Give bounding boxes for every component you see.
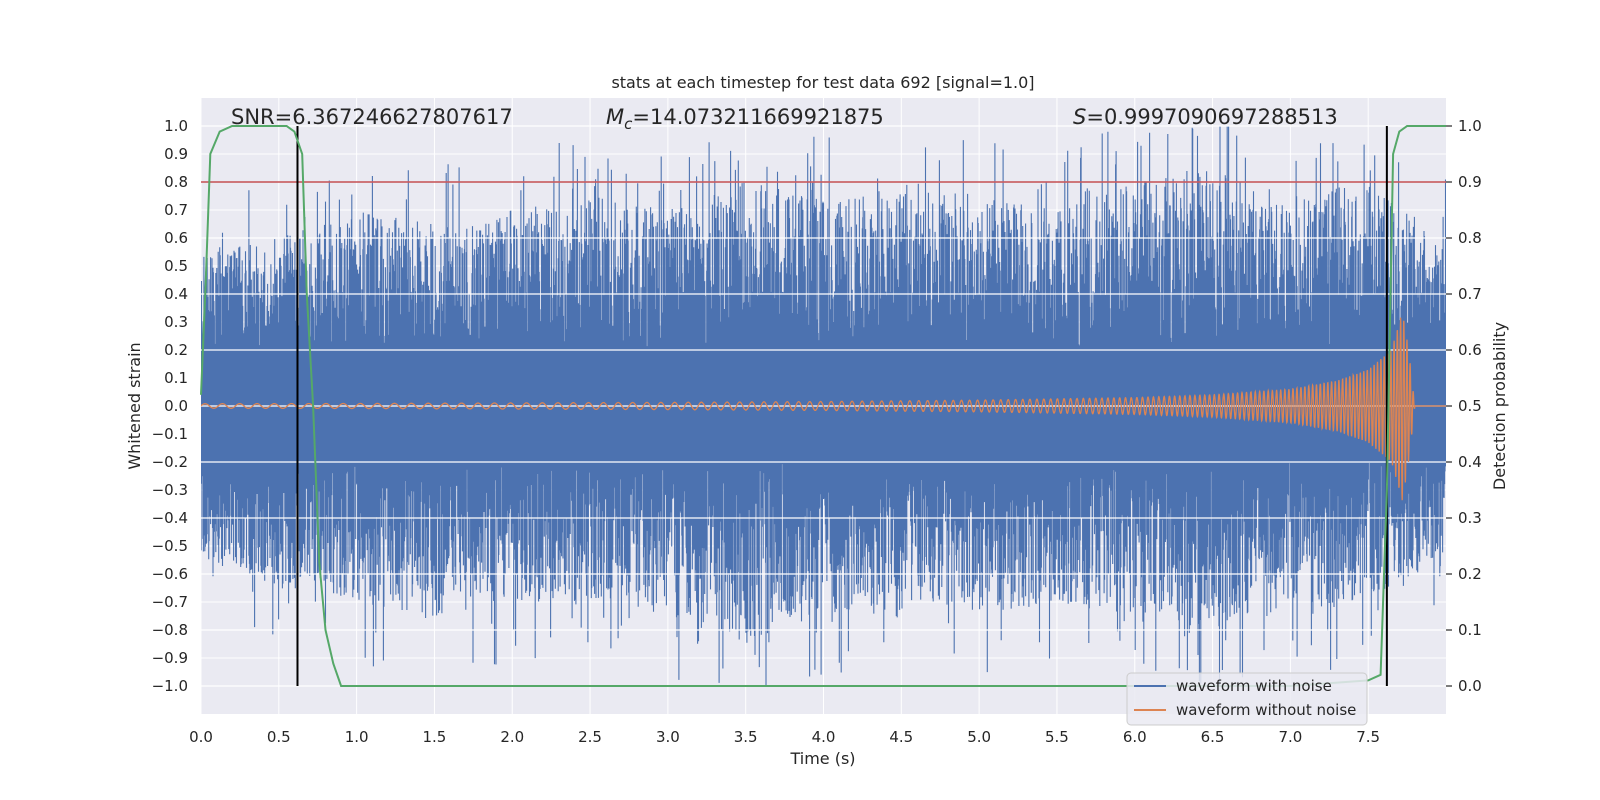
x-tick-label: 0.5 [267, 728, 291, 746]
x-tick-label: 5.0 [967, 728, 991, 746]
y-tick-label: 0.0 [164, 397, 188, 415]
legend-label-clean: waveform without noise [1176, 701, 1356, 719]
right-y-tick-label: 0.2 [1458, 565, 1482, 583]
y-tick-label: 0.4 [164, 285, 188, 303]
x-tick-label: 6.5 [1201, 728, 1225, 746]
score-symbol: S [1073, 105, 1086, 129]
y-tick-label: 0.6 [164, 229, 188, 247]
y-tick-label: 0.8 [164, 173, 188, 191]
right-y-tick-label: 0.7 [1458, 285, 1482, 303]
x-axis-label: Time (s) [789, 749, 855, 768]
x-tick-label: 7.0 [1278, 728, 1302, 746]
x-tick-label: 1.5 [423, 728, 447, 746]
y-tick-label: 1.0 [164, 117, 188, 135]
chirp-mass-symbol: M [606, 105, 624, 129]
y-tick-label: −0.6 [152, 565, 188, 583]
y-tick-labels: 1.0 0.9 0.8 0.7 0.6 0.5 0.4 0.3 0.2 0.1 0.0 −0.1 −0.… [152, 117, 188, 695]
x-tick-labels: 0.0 0.5 1.0 1.5 2.0 2.5 3.0 3.5 4.0 4.5 5.0 5.5 6.0 6… [189, 728, 1380, 746]
vertical-markers [296, 126, 1388, 686]
y-tick-label: −0.1 [152, 425, 188, 443]
waveform-without-noise-series [201, 317, 1446, 501]
y-tick-label: 0.7 [164, 201, 188, 219]
chirp-mass-annotation: Mc=14.073211669921875 [606, 105, 884, 133]
x-tick-label: 6.0 [1123, 728, 1147, 746]
y-tick-label: −0.2 [152, 453, 188, 471]
y-tick-label: 0.9 [164, 145, 188, 163]
x-tick-label: 4.0 [812, 728, 836, 746]
y-tick-label: −0.3 [152, 481, 188, 499]
y-tick-label: 0.5 [164, 257, 188, 275]
detection-probability-line [200, 125, 1446, 687]
snr-annotation: SNR=6.367246627807617 [231, 105, 513, 129]
right-y-tick-label: 1.0 [1458, 117, 1482, 135]
y-tick-label: 0.2 [164, 341, 188, 359]
x-tick-label: 2.5 [578, 728, 602, 746]
legend-box [1126, 672, 1368, 726]
right-y-tick-labels: 1.0 0.9 0.8 0.7 0.6 0.5 0.4 0.3 0.2 0.1 0.0 [1446, 117, 1482, 695]
x-tick-label: 3.0 [656, 728, 680, 746]
y-tick-label: −0.8 [152, 621, 188, 639]
y-tick-label: −1.0 [152, 677, 188, 695]
right-y-tick-label: 0.5 [1458, 397, 1482, 415]
y-tick-label: 0.1 [164, 369, 188, 387]
x-tick-label: 2.0 [500, 728, 524, 746]
clean-waveform-line [201, 317, 1446, 501]
score-annotation: S=0.9997090697288513 [1073, 105, 1338, 129]
x-tick-label: 1.0 [345, 728, 369, 746]
y-axis-label: Whitened strain [125, 342, 144, 469]
chirp-mass-value: =14.073211669921875 [632, 105, 883, 129]
x-tick-label: 0.0 [189, 728, 213, 746]
right-y-axis-label: Detection probability [1490, 322, 1509, 490]
legend: waveform with noise waveform without noi… [1126, 672, 1368, 726]
y-tick-label: −0.4 [152, 509, 188, 527]
legend-label-noise: waveform with noise [1176, 677, 1332, 695]
chart-title: stats at each timestep for test data 692… [611, 73, 1034, 92]
right-y-tick-label: 0.6 [1458, 341, 1482, 359]
chirp-mass-subscript: c [624, 115, 633, 133]
x-tick-label: 7.5 [1356, 728, 1380, 746]
right-y-tick-label: 0.3 [1458, 509, 1482, 527]
y-tick-label: 0.3 [164, 313, 188, 331]
right-y-tick-label: 0.8 [1458, 229, 1482, 247]
x-tick-label: 5.5 [1045, 728, 1069, 746]
x-tick-label: 4.5 [889, 728, 913, 746]
y-tick-label: −0.9 [152, 649, 188, 667]
y-tick-label: −0.7 [152, 593, 188, 611]
x-tick-label: 3.5 [734, 728, 758, 746]
right-y-tick-label: 0.0 [1458, 677, 1482, 695]
right-y-tick-label: 0.1 [1458, 621, 1482, 639]
score-value: =0.9997090697288513 [1086, 105, 1337, 129]
right-y-tick-label: 0.4 [1458, 453, 1482, 471]
right-y-tick-label: 0.9 [1458, 173, 1482, 191]
y-tick-label: −0.5 [152, 537, 188, 555]
